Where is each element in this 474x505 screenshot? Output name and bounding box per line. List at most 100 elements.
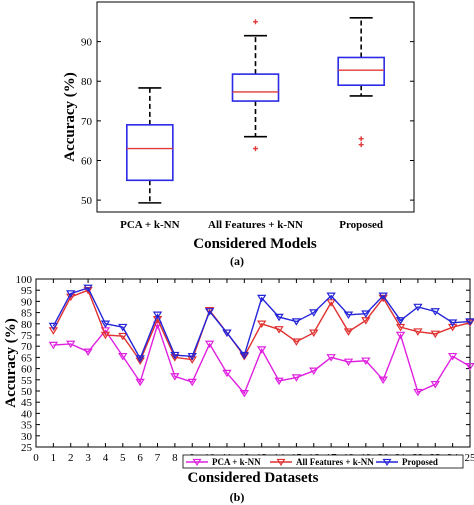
panel-a-y-tick-label: 90 <box>81 37 93 49</box>
data-point <box>413 303 423 312</box>
data-point <box>447 319 458 327</box>
data-point <box>48 341 59 350</box>
panel-a-plot-area <box>96 1 415 213</box>
panel-b-x-tick-label: 0 <box>33 452 39 464</box>
data-point <box>309 329 319 337</box>
panel-b-series <box>48 284 474 398</box>
legend-label: All Features + k-NN <box>296 457 374 467</box>
data-point <box>343 328 354 336</box>
series-line <box>52 289 471 363</box>
legend: PCA + k-NN All Features + k-NN Proposed <box>182 454 464 469</box>
data-point <box>135 378 145 387</box>
data-point <box>274 377 284 386</box>
data-point <box>66 290 76 298</box>
panel-b-plot-area <box>35 278 471 448</box>
data-point <box>256 320 267 328</box>
data-point <box>239 351 250 360</box>
panel-a-y-tick-label: 50 <box>81 195 93 207</box>
panel-b-y-tick-label: 30 <box>21 431 33 443</box>
data-point <box>100 320 111 328</box>
panel-b-y-axis-title: Accuracy (%) <box>3 318 19 408</box>
data-point <box>222 329 232 337</box>
panel-b-y-tick-label: 65 <box>21 352 33 364</box>
data-point <box>465 318 474 326</box>
panel-a-x-tick-label: All Features + k-NN <box>208 219 303 231</box>
panel-b-y-tick-label: 40 <box>21 408 33 420</box>
panel-b-y-tick-label: 90 <box>21 296 33 308</box>
data-point <box>361 357 371 365</box>
data-point <box>118 352 128 361</box>
panel-a: 50 60 70 80 90 PCA + k-NN All Features + k-NN… <box>62 1 415 268</box>
panel-b-x-tick-label: 2 <box>68 452 74 464</box>
panel-a-y-tick-label: 60 <box>81 155 93 167</box>
panel-a-y-tick-label: 70 <box>81 116 93 128</box>
series-line <box>53 322 471 395</box>
panel-b-x-tick-label: 3 <box>85 452 91 464</box>
outlier-point <box>253 146 258 152</box>
data-point <box>430 380 440 389</box>
legend-label: PCA + k-NN <box>212 457 261 467</box>
panel-b-x-tick-label: 1 <box>51 452 57 464</box>
panel-a-x-labels: PCA + k-NN All Features + k-NN Proposed <box>120 219 383 231</box>
data-point <box>465 363 474 371</box>
outlier-point <box>253 19 258 25</box>
data-point <box>326 292 336 300</box>
panel-b-y-tick-label: 80 <box>21 319 33 331</box>
panel-b-y-tick-label: 70 <box>21 341 33 353</box>
data-point <box>413 328 423 336</box>
panel-a-x-axis-title: Considered Models <box>193 236 317 252</box>
panel-a-x-tick-label: Proposed <box>339 219 383 231</box>
panel-a-y-tick-label: 80 <box>81 76 93 88</box>
panel-b-x-axis-title: Considered Datasets <box>188 470 319 486</box>
box-1 <box>126 124 174 182</box>
data-point <box>378 292 388 300</box>
data-point <box>274 326 284 334</box>
data-point <box>430 330 440 339</box>
data-point <box>187 352 197 361</box>
panel-b-x-tick-label: 8 <box>172 452 178 464</box>
data-point <box>239 389 250 398</box>
panel-b-y-tick-label: 85 <box>21 308 33 320</box>
data-point <box>291 338 302 346</box>
legend-label: Proposed <box>402 457 438 467</box>
data-point <box>100 331 111 340</box>
panel-b-y-tick-label: 45 <box>21 397 33 409</box>
data-point <box>135 355 145 363</box>
panel-b-y-tick-label: 60 <box>21 364 33 376</box>
data-point <box>430 308 440 316</box>
data-point <box>170 351 180 360</box>
panel-b-x-tick-label: 4 <box>103 452 109 464</box>
data-point <box>326 354 336 362</box>
series-3 <box>48 284 474 363</box>
data-point <box>204 308 215 316</box>
data-point <box>48 322 59 331</box>
data-point <box>395 317 406 325</box>
series-line <box>52 287 471 361</box>
panel-b-y-tick-label: 25 <box>21 442 33 454</box>
panel-b-x-tick-label: 25 <box>465 452 474 464</box>
data-point <box>66 340 76 349</box>
data-point <box>447 323 458 332</box>
data-point <box>291 374 302 382</box>
data-point <box>170 373 180 381</box>
panel-a-y-ticks: 50 60 70 80 90 <box>81 37 414 207</box>
data-point <box>395 331 406 340</box>
data-point <box>48 327 59 335</box>
data-point <box>83 348 93 356</box>
outlier-point <box>358 136 364 142</box>
data-point <box>291 318 302 326</box>
legend-marker <box>192 458 202 467</box>
outlier-point <box>358 142 364 148</box>
data-point <box>413 388 423 397</box>
box-3 <box>337 56 385 87</box>
panel-b-y-tick-label: 75 <box>21 330 33 342</box>
legend-box <box>182 454 464 469</box>
data-point <box>256 294 267 303</box>
data-point <box>83 284 93 293</box>
data-point <box>222 369 232 378</box>
data-point <box>274 313 284 322</box>
series-1 <box>48 321 474 398</box>
